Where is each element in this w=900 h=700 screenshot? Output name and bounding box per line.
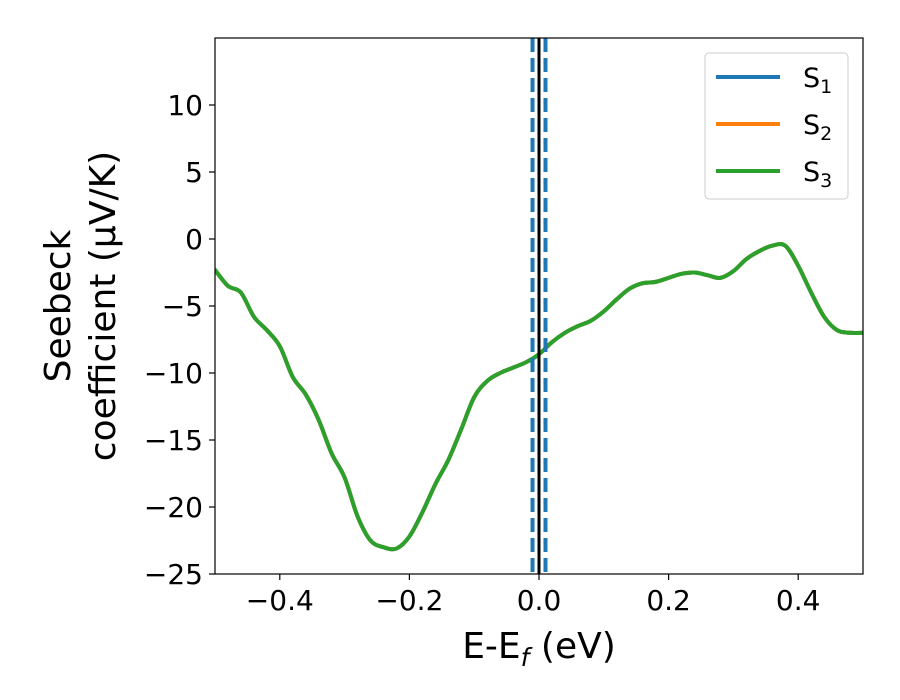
vertical-lines bbox=[530, 38, 548, 574]
legend-label-s2: S2 bbox=[803, 110, 832, 145]
y-tick-label: 10 bbox=[167, 89, 203, 122]
x-tick-label: −0.4 bbox=[246, 584, 314, 617]
y-axis-label-line1: Seebeck bbox=[38, 229, 79, 382]
x-tick-label: 0.2 bbox=[646, 584, 691, 617]
y-axis-label-line2: coefficient (μV/K) bbox=[83, 151, 124, 461]
x-tick-label: 0.4 bbox=[776, 584, 821, 617]
legend-label-s3: S3 bbox=[803, 157, 832, 192]
y-tick-label: −5 bbox=[162, 290, 203, 323]
y-tick-label: 0 bbox=[185, 223, 203, 256]
x-axis-label: E-Ef (eV) bbox=[462, 626, 616, 672]
y-tick-label: −20 bbox=[144, 491, 203, 524]
x-tick-label: 0.0 bbox=[517, 584, 562, 617]
y-tick-label: −10 bbox=[144, 357, 203, 390]
y-tick-label: 5 bbox=[185, 156, 203, 189]
legend: S1 S2 S3 bbox=[704, 52, 849, 200]
y-axis-ticks: −25 −20 −15 −10 −5 0 5 10 bbox=[144, 89, 215, 591]
x-tick-label: −0.2 bbox=[375, 584, 443, 617]
legend-label-s1: S1 bbox=[803, 63, 832, 98]
y-axis-label: Seebeck coefficient (μV/K) bbox=[38, 151, 124, 461]
y-tick-label: −25 bbox=[144, 558, 203, 591]
x-axis-ticks: −0.4 −0.2 0.0 0.2 0.4 bbox=[246, 574, 821, 617]
y-tick-label: −15 bbox=[144, 424, 203, 457]
